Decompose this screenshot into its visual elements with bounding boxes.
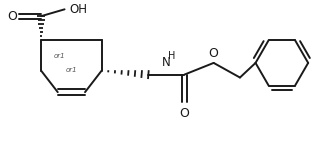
Text: O: O: [7, 10, 17, 23]
Text: O: O: [179, 107, 189, 120]
Text: or1: or1: [65, 67, 77, 73]
Text: H: H: [168, 51, 175, 61]
Text: or1: or1: [54, 53, 65, 59]
Text: N: N: [162, 56, 170, 69]
Text: OH: OH: [69, 3, 87, 16]
Text: O: O: [209, 47, 219, 60]
